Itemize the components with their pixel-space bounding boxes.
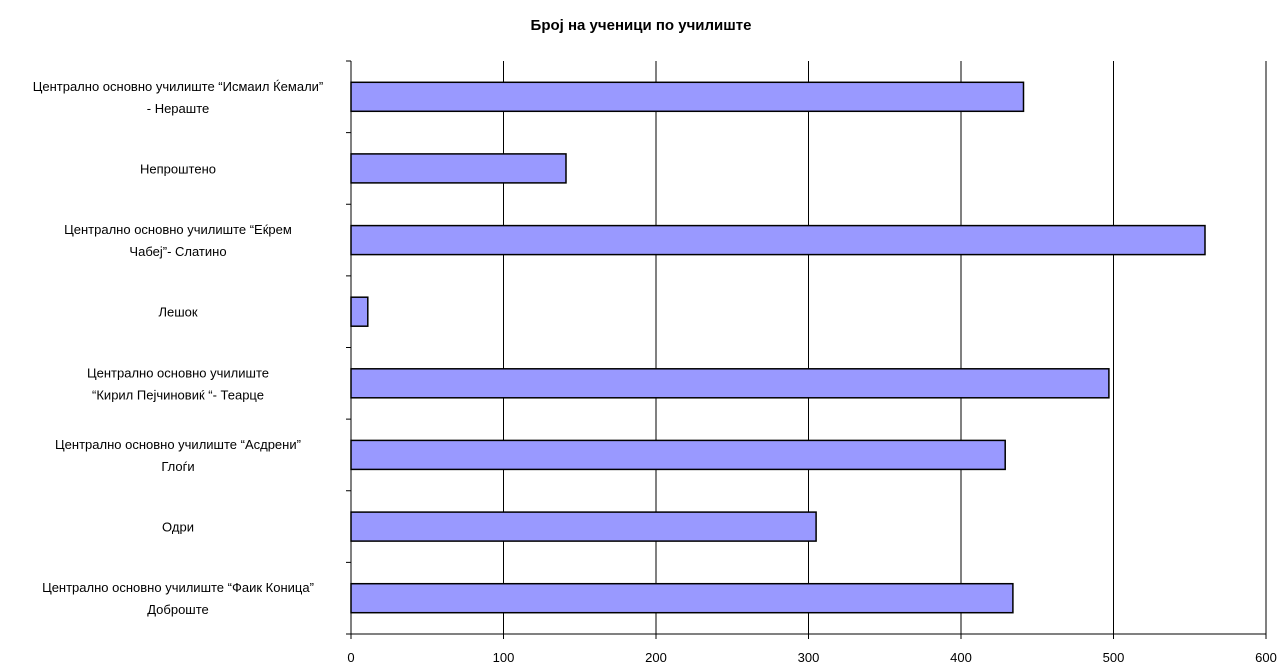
category-label: Централно основно училиште “Фаик Коница”…	[42, 580, 314, 617]
bar	[350, 153, 567, 184]
bar	[350, 224, 1206, 256]
category-label: Централно основно училиште “Кирил Пејчино…	[87, 365, 269, 402]
category-label: Непроштено	[140, 161, 216, 176]
category-label-line: Централно основно училиште “Фаик Коница”	[42, 580, 314, 595]
x-tick-label: 100	[493, 650, 515, 665]
category-label-line: “Кирил Пејчиновиќ “- Теарце	[92, 387, 264, 402]
bar	[350, 296, 369, 327]
category-label: Лешок	[158, 305, 197, 320]
x-tick-label: 600	[1255, 650, 1277, 665]
category-label: Одри	[162, 520, 194, 535]
gridlines	[503, 61, 1267, 634]
x-tick-label: 300	[798, 650, 820, 665]
x-tick-label: 200	[645, 650, 667, 665]
chart-title: Број на ученици по училиште	[531, 17, 752, 34]
bar	[350, 511, 817, 542]
x-tick-label: 400	[950, 650, 972, 665]
category-label: Централно основно училиште “Еќрем Чабеј”-…	[64, 222, 292, 259]
axes	[346, 60, 1267, 639]
category-label-line: Одри	[162, 520, 194, 535]
category-label-line: Доброште	[147, 602, 209, 617]
category-label-line: Непроштено	[140, 161, 216, 176]
bar	[350, 81, 1025, 113]
x-tick-label: 500	[1103, 650, 1125, 665]
category-label: Централно основно училиште “Асдрени” Глоѓ…	[55, 437, 301, 474]
category-label-line: - Нераште	[147, 101, 210, 116]
category-label-line: Лешок	[158, 305, 197, 320]
category-label-line: Централно основно училиште	[87, 365, 269, 380]
bar	[350, 582, 1014, 614]
category-label-line: Глоѓи	[161, 459, 194, 474]
x-tick-labels: 0 100 200 300 400 500 600	[347, 650, 1276, 665]
category-label-line: Централно основно училиште “Исмаил Ќемал…	[33, 79, 324, 94]
category-label-line: Централно основно училиште “Еќрем	[64, 222, 292, 237]
category-label: Централно основно училиште “Исмаил Ќемал…	[33, 79, 324, 116]
bar	[350, 439, 1006, 471]
category-label-line: Чабеј”- Слатино	[129, 244, 226, 259]
bar	[350, 368, 1110, 399]
category-label-line: Централно основно училиште “Асдрени”	[55, 437, 301, 452]
category-labels: Централно основно училиште “Исмаил Ќемал…	[33, 79, 324, 617]
bars	[350, 81, 1206, 614]
x-tick-label: 0	[347, 650, 354, 665]
